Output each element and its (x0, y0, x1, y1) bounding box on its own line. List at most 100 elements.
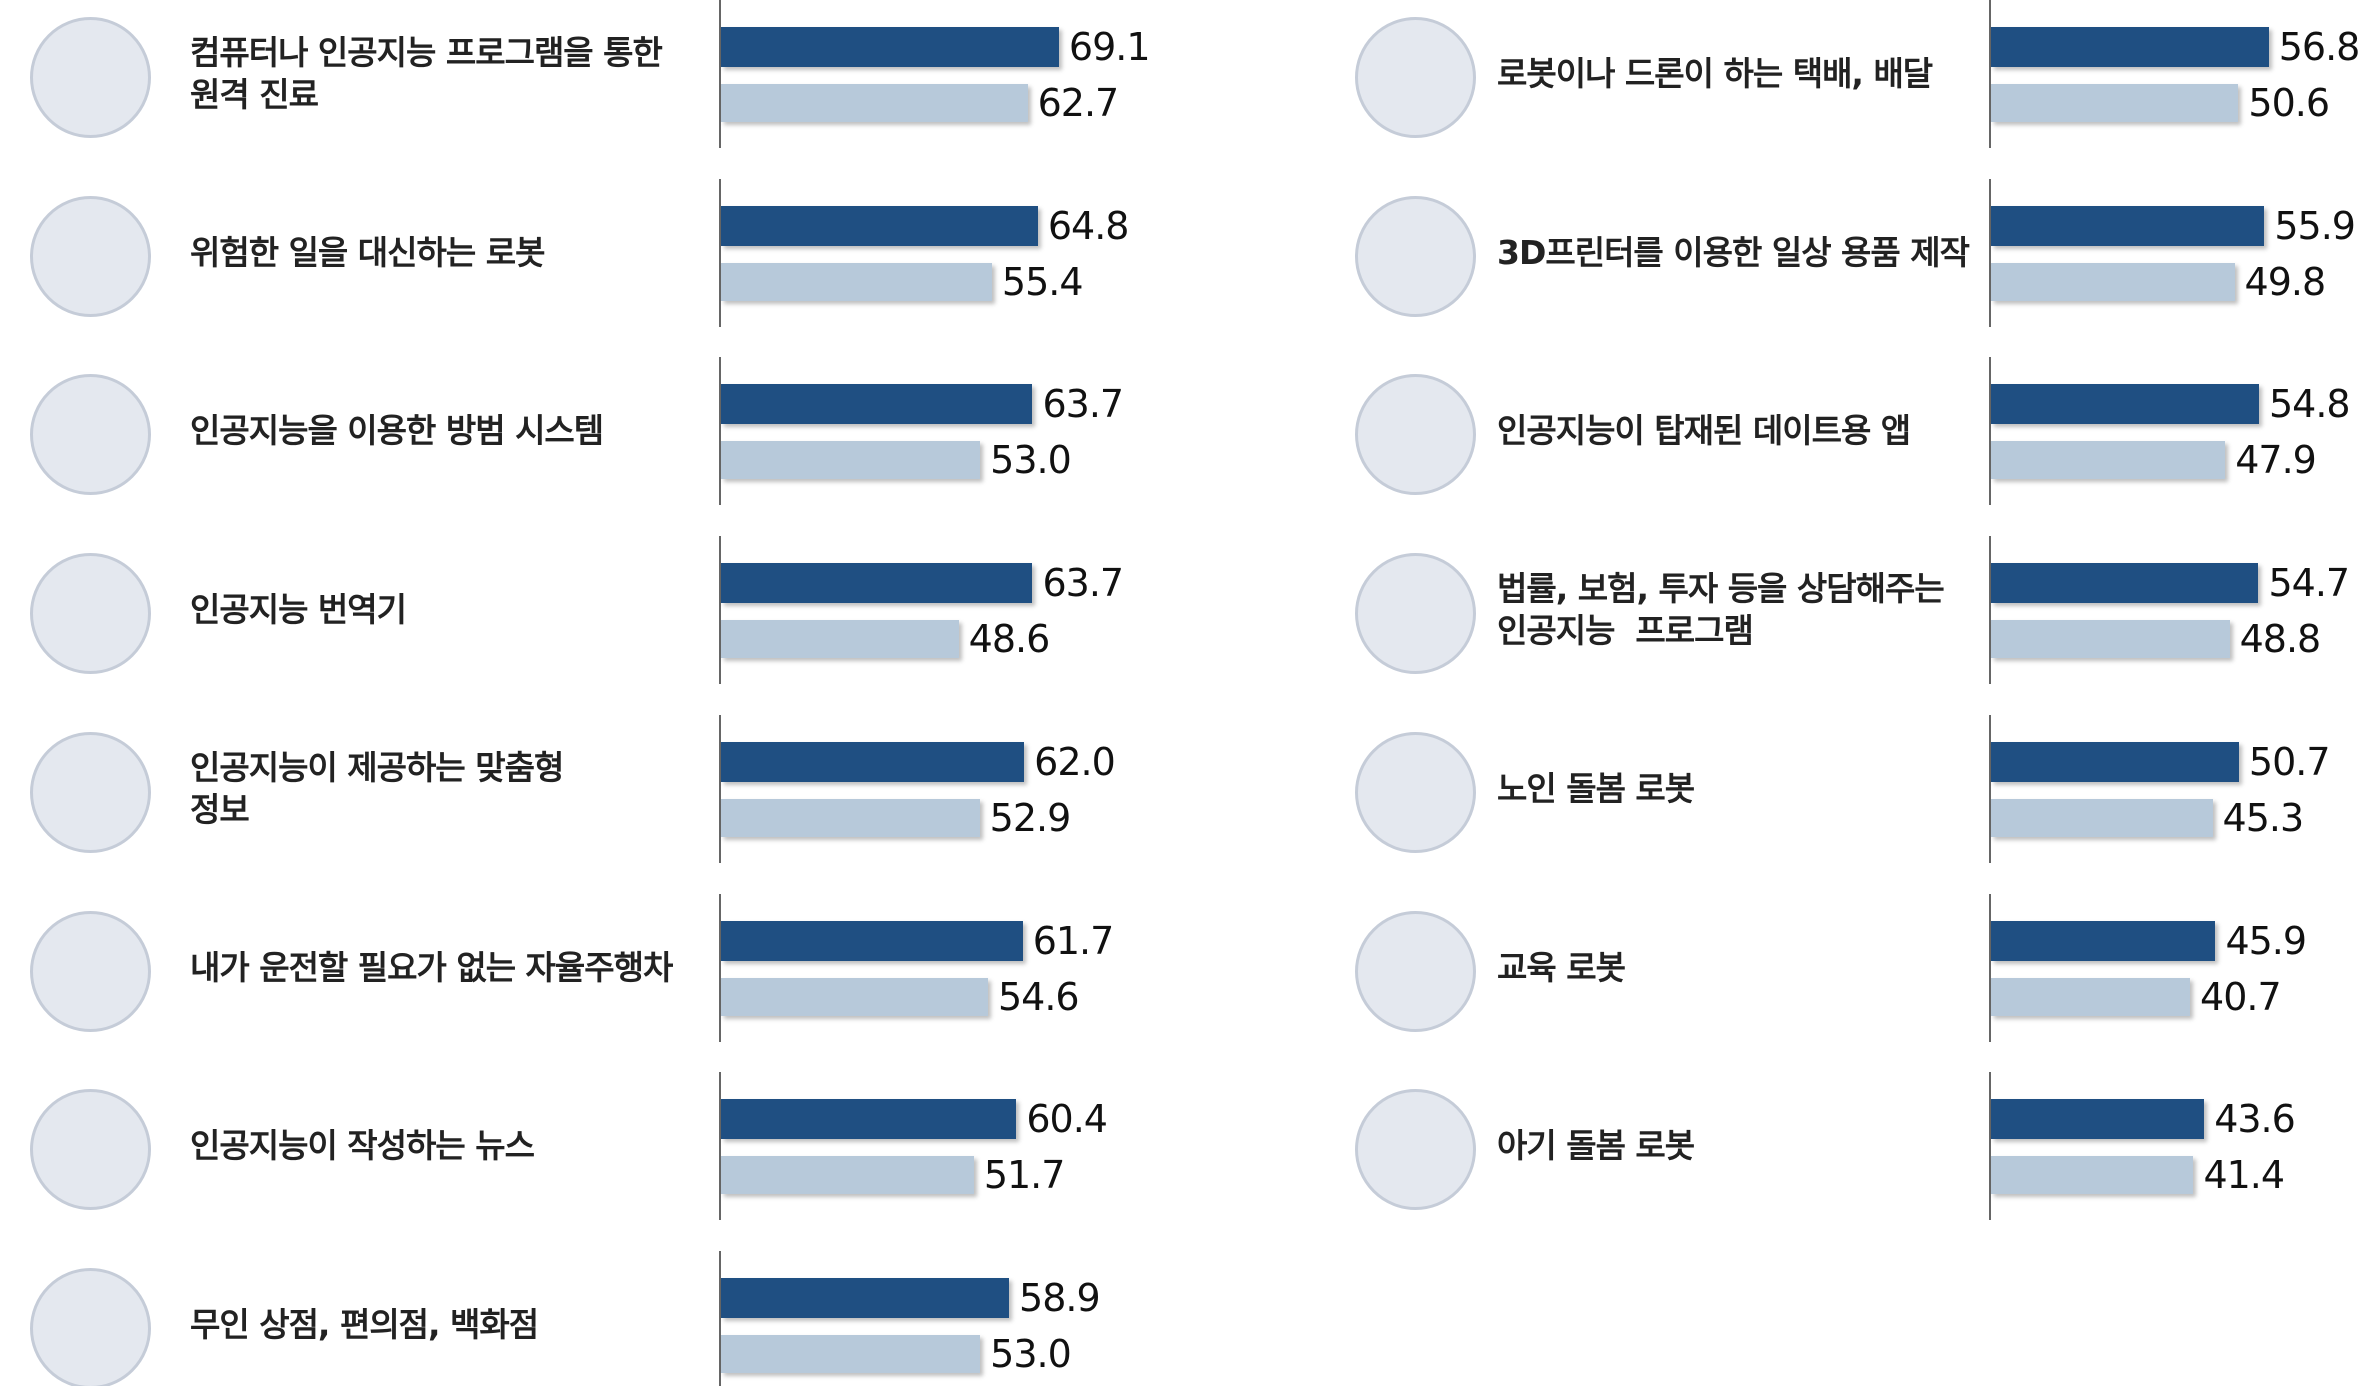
icon (1355, 553, 1476, 675)
bar (1991, 205, 2265, 246)
category-label: 3D프린터를 이용한 일상 용품 제작 (1497, 232, 1970, 272)
bar (1991, 563, 2259, 604)
bar (721, 84, 1028, 122)
category-label: 노인 돌봄 로봇 (1497, 768, 1695, 808)
bar (721, 1334, 981, 1373)
value-label: 52.9 (989, 795, 1072, 840)
axis-line (1989, 0, 1991, 148)
value-label: 43.6 (2214, 1097, 2296, 1142)
value-label: 45.3 (2222, 795, 2305, 840)
value-label: 51.7 (983, 1153, 1066, 1198)
value-label: 53.0 (990, 438, 1072, 483)
axis-line (1989, 893, 1991, 1042)
value-label: 48.6 (968, 617, 1051, 662)
bar (1991, 1156, 2194, 1195)
value-label: 47.9 (2235, 438, 2317, 483)
bar (1991, 741, 2239, 782)
icon (30, 1089, 151, 1211)
bar (721, 1099, 1017, 1140)
icon (30, 910, 151, 1032)
axis-line (719, 178, 721, 327)
value-label: 60.4 (1026, 1097, 1108, 1142)
bar (1991, 384, 2259, 425)
value-label: 63.7 (1042, 382, 1124, 427)
bar (721, 205, 1038, 246)
category-label: 무인 상점, 편의점, 백화점 (190, 1304, 539, 1344)
category-label: 위험한 일을 대신하는 로봇 (190, 232, 545, 272)
icon (30, 374, 151, 496)
category-label: 인공지능 번역기 (190, 590, 407, 630)
bar (721, 977, 988, 1016)
category-label: 아기 돌봄 로봇 (1497, 1126, 1695, 1166)
value-label: 54.8 (2268, 382, 2351, 427)
value-label: 61.7 (1032, 918, 1115, 963)
value-label: 54.6 (997, 974, 1080, 1019)
category-label: 내가 운전할 필요가 없는 자율주행차 (190, 947, 673, 987)
bar (1991, 920, 2216, 961)
category-label: 교육 로봇 (1497, 947, 1626, 987)
category-label: 인공지능이 탑재된 데이트용 앱 (1497, 411, 1911, 451)
bar (1991, 798, 2213, 837)
value-label: 48.8 (2239, 617, 2322, 662)
axis-line (1989, 714, 1991, 863)
value-label: 50.7 (2248, 739, 2331, 784)
icon (30, 731, 151, 853)
bar (1991, 441, 2226, 480)
category-label: 인공지능이 작성하는 뉴스 (190, 1126, 535, 1166)
value-label: 55.4 (1001, 259, 1084, 304)
value-label: 45.9 (2225, 918, 2307, 963)
value-label: 58.9 (1019, 1275, 1101, 1320)
axis-line (719, 536, 721, 685)
icon (30, 1267, 151, 1386)
value-label: 40.7 (2200, 974, 2282, 1019)
icon (30, 17, 151, 138)
bar (1991, 1099, 2205, 1140)
axis-line (719, 0, 721, 148)
value-label: 41.4 (2203, 1153, 2285, 1198)
value-label: 54.7 (2268, 561, 2350, 606)
icon (30, 553, 151, 675)
axis-line (1989, 1072, 1991, 1221)
bar (721, 384, 1033, 425)
bar (721, 741, 1025, 782)
icon (1355, 910, 1476, 1032)
value-label: 63.7 (1042, 561, 1124, 606)
value-label: 62.7 (1037, 81, 1120, 125)
bar (721, 441, 981, 480)
bar (1991, 620, 2230, 659)
category-label: 법률, 보험, 투자 등을 상담해주는 인공지능 프로그램 (1497, 569, 1945, 651)
icon (1355, 17, 1476, 138)
bar (721, 1277, 1010, 1318)
value-label: 64.8 (1047, 203, 1130, 248)
bar (721, 798, 980, 837)
axis-line (719, 893, 721, 1042)
category-label: 컴퓨터나 인공지능 프로그램을 통한 원격 진료 (190, 33, 663, 114)
icon (1355, 374, 1476, 496)
axis-line (719, 1250, 721, 1386)
bar (1991, 84, 2239, 122)
category-label: 로봇이나 드론이 하는 택배, 배달 (1497, 54, 1933, 93)
bar (1991, 27, 2269, 67)
bar (721, 920, 1023, 961)
bar (721, 262, 992, 301)
bar (721, 27, 1059, 67)
axis-line (1989, 357, 1991, 506)
bar (721, 620, 959, 659)
value-label: 50.6 (2248, 81, 2330, 125)
bar (721, 563, 1033, 604)
icon (30, 195, 151, 317)
value-label: 55.9 (2274, 203, 2356, 248)
axis-line (719, 357, 721, 506)
bar (1991, 977, 2191, 1016)
axis-line (1989, 178, 1991, 327)
icon (1355, 1089, 1476, 1211)
value-label: 62.0 (1034, 739, 1116, 784)
icon (1355, 731, 1476, 853)
axis-line (1989, 536, 1991, 685)
axis-line (719, 714, 721, 863)
value-label: 49.8 (2244, 259, 2327, 304)
icon (1355, 195, 1476, 317)
value-label: 53.0 (990, 1331, 1072, 1376)
category-label: 인공지능이 제공하는 맞춤형 정보 (190, 747, 564, 829)
